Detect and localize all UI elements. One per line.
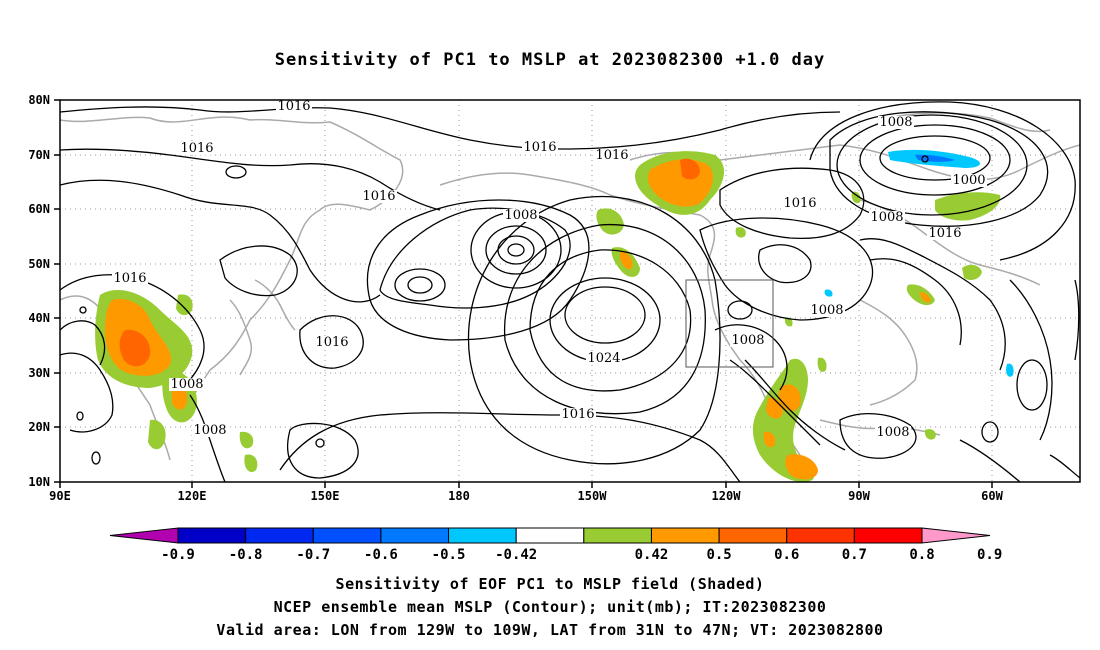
contour-labels: 1016 1016 1016 1016 1016 1016 1016 1016 1016 1016…	[112, 99, 987, 440]
contour-label-text: 1016	[180, 141, 213, 156]
contour-label: 1008	[875, 425, 911, 440]
colorbar-label: 0.42	[635, 547, 669, 563]
contour-label-text: 1016	[783, 196, 816, 211]
colorbar-label: -0.7	[296, 547, 330, 563]
contour-label-text: 1016	[561, 407, 594, 422]
sensitivity-shading	[95, 149, 1014, 482]
caption-line-3: Valid area: LON from 129W to 109W, LAT f…	[216, 621, 884, 639]
contour-label: 1016	[276, 99, 312, 114]
contour-label: 1008	[192, 423, 228, 438]
colorbar-label: -0.8	[229, 547, 263, 563]
colorbar-label: -0.5	[432, 547, 466, 563]
colorbar: -0.9 -0.8 -0.7 -0.6 -0.5 -0.42 0.42 0.5 0.6 0.7 0.…	[109, 527, 1002, 563]
colorbar-min-arrow	[109, 527, 179, 544]
lat-label: 60N	[28, 202, 50, 216]
colorbar-label: 0.5	[706, 547, 731, 563]
colorbar-label: -0.42	[495, 547, 537, 563]
contour-label-text: 1016	[595, 148, 628, 163]
lat-label: 40N	[28, 311, 50, 325]
caption-line-1: Sensitivity of EOF PC1 to MSLP field (Sh…	[335, 575, 765, 593]
contour-label: 1016	[522, 140, 558, 155]
contour-label: 1016	[112, 271, 148, 286]
lat-label: 30N	[28, 366, 50, 380]
contour-label: 1008	[869, 210, 905, 225]
lon-label: 60W	[981, 489, 1003, 503]
contour-label: 1008	[169, 377, 205, 392]
colorbar-label: 0.6	[774, 547, 799, 563]
colorbar-label: 0.7	[842, 547, 867, 563]
lon-label: 150W	[578, 489, 608, 503]
lon-label: 90W	[848, 489, 870, 503]
colorbar-label: 0.8	[909, 547, 934, 563]
contour-label-text: 1008	[870, 210, 903, 225]
lat-label: 80N	[28, 93, 50, 107]
contour-label: 1008	[809, 303, 845, 318]
lon-label: 180	[448, 489, 470, 503]
contour-label: 1000	[951, 173, 987, 188]
contour-label-text: 1024	[587, 351, 620, 366]
lon-label: 120W	[712, 489, 742, 503]
contour-label: 1016	[927, 226, 963, 241]
lat-label: 70N	[28, 148, 50, 162]
contour-label-text: 1000	[952, 173, 985, 188]
contour-label: 1008	[730, 333, 766, 348]
lat-label: 50N	[28, 257, 50, 271]
contour-label: 1016	[560, 407, 596, 422]
colorbar-max-arrow	[921, 527, 991, 544]
colorbar-box	[786, 527, 855, 544]
contour-label-text: 1008	[504, 208, 537, 223]
colorbar-box	[718, 527, 788, 544]
axis-ticks	[54, 99, 993, 488]
contour-label-text: 1008	[879, 115, 912, 130]
lon-labels: 90E 120E 150E 180 150W 120W 90W 60W	[49, 489, 1003, 503]
colorbar-box	[448, 527, 517, 544]
contour-label: 1016	[594, 148, 630, 163]
lon-label: 90E	[49, 489, 71, 503]
contour-label-text: 1008	[810, 303, 843, 318]
contour-label: 1016	[361, 189, 397, 204]
colorbar-box	[380, 527, 450, 544]
contour-label-text: 1016	[362, 189, 395, 204]
lon-label: 120E	[178, 489, 207, 503]
colorbar-box	[515, 527, 585, 544]
contour-label-text: 1008	[193, 423, 226, 438]
lon-label: 150E	[311, 489, 340, 503]
contour-label-text: 1008	[170, 377, 203, 392]
colorbar-box	[583, 527, 652, 544]
colorbar-label: 0.9	[977, 547, 1002, 563]
colorbar-box	[177, 527, 247, 544]
contour-label-text: 1008	[731, 333, 764, 348]
contour-label: 1016	[314, 335, 350, 350]
contour-label-text: 1016	[113, 271, 146, 286]
colorbar-box	[650, 527, 720, 544]
contour-label: 1016	[179, 141, 215, 156]
plot-frame	[59, 99, 1081, 483]
colorbar-box	[245, 527, 314, 544]
contour-label: 1024	[586, 351, 622, 366]
lat-label: 20N	[28, 420, 50, 434]
colorbar-box	[853, 527, 923, 544]
contour-label: 1016	[782, 196, 818, 211]
colorbar-box	[312, 527, 382, 544]
contour-label-text: 1008	[876, 425, 909, 440]
contour-label-text: 1016	[523, 140, 556, 155]
contour-label: 1008	[878, 115, 914, 130]
contour-label-text: 1016	[277, 99, 310, 114]
map-title: Sensitivity of PC1 to MSLP at 2023082300…	[274, 50, 826, 70]
caption-line-2: NCEP ensemble mean MSLP (Contour); unit(…	[273, 598, 827, 616]
contour-label-text: 1016	[928, 226, 961, 241]
contour-label: 1008	[503, 208, 539, 223]
lat-labels: 80N 70N 60N 50N 40N 30N 20N 10N	[28, 93, 50, 489]
valid-area-box	[685, 279, 774, 368]
contour-label-text: 1016	[315, 335, 348, 350]
lat-label: 10N	[28, 475, 50, 489]
colorbar-label: -0.6	[364, 547, 398, 563]
colorbar-label: -0.9	[161, 547, 195, 563]
